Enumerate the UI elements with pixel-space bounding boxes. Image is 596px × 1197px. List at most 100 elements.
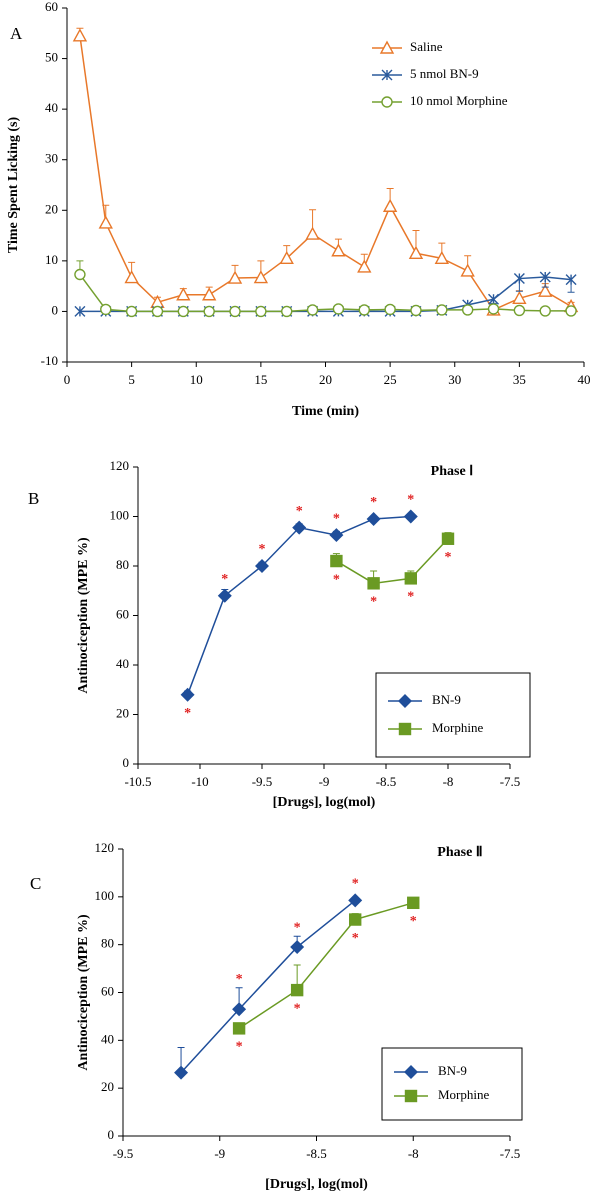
- legend-label: Saline: [410, 39, 443, 54]
- legend-label: Morphine: [438, 1087, 490, 1102]
- significance-mark: *: [407, 590, 414, 605]
- marker: [290, 983, 304, 997]
- marker: [217, 588, 232, 603]
- legend-frame: [375, 672, 531, 758]
- marker: [201, 287, 217, 301]
- marker: [332, 303, 345, 315]
- legend-frame: [381, 1047, 523, 1121]
- marker: [305, 226, 320, 240]
- marker: [176, 287, 191, 301]
- y-tick-label: 40: [116, 656, 129, 671]
- significance-mark: *: [294, 1001, 301, 1016]
- x-tick-label: -10.5: [124, 774, 151, 789]
- marker: [436, 304, 448, 316]
- chart-title: Phase Ⅱ: [437, 845, 482, 860]
- significance-mark: *: [333, 572, 340, 587]
- marker: [367, 577, 380, 590]
- marker: [382, 198, 398, 212]
- y-tick-label: 20: [45, 201, 58, 216]
- legend-marker: [381, 96, 393, 108]
- significance-mark: *: [236, 972, 243, 987]
- y-axis-label: Antinociception (MPE %): [76, 914, 91, 1071]
- significance-mark: *: [352, 877, 359, 892]
- x-axis-label: Time (min): [292, 404, 359, 419]
- marker: [255, 305, 267, 318]
- x-tick-label: -8: [408, 1146, 419, 1161]
- y-tick-label: 80: [116, 557, 129, 572]
- marker: [461, 304, 474, 316]
- significance-mark: *: [370, 495, 377, 510]
- y-tick-label: 60: [116, 606, 129, 621]
- y-tick-label: 100: [110, 507, 130, 522]
- significance-mark: *: [259, 542, 266, 557]
- y-tick-label: 100: [95, 888, 115, 903]
- series-line: [79, 35, 572, 311]
- marker: [487, 303, 500, 315]
- chart-panel: C Phase Ⅱ 0 20 40 60 80 100 120 -9.5 -9 -8.5 -8 -7.5 […: [30, 840, 523, 1192]
- marker: [255, 559, 269, 573]
- significance-mark: *: [296, 504, 303, 519]
- marker: [72, 28, 88, 42]
- panel-label: B: [28, 489, 39, 508]
- marker: [434, 250, 450, 265]
- legend-marker: [404, 1065, 418, 1079]
- x-tick-label: -9.5: [113, 1146, 134, 1161]
- marker: [488, 293, 500, 305]
- x-axis-label: [Drugs], log(mol): [273, 795, 376, 810]
- marker: [538, 283, 553, 297]
- y-tick-label: 20: [116, 705, 129, 720]
- marker: [227, 270, 243, 284]
- marker: [403, 509, 418, 524]
- x-tick-label: 35: [513, 372, 526, 387]
- x-axis-label: [Drugs], log(mol): [265, 1177, 368, 1192]
- y-tick-label: 50: [45, 50, 58, 65]
- x-tick-label: -7.5: [500, 1146, 521, 1161]
- marker: [384, 303, 396, 316]
- x-tick-label: 40: [578, 372, 591, 387]
- legend-label: Morphine: [432, 720, 484, 735]
- x-tick-label: -9.5: [252, 774, 273, 789]
- marker: [441, 532, 455, 545]
- marker: [513, 273, 525, 285]
- chart-panel: B Phase Ⅰ 0 20 40 60 80 100 120 -10.5 -10 -9.5 -9 -8.…: [28, 458, 531, 810]
- marker: [203, 305, 215, 318]
- marker: [404, 572, 417, 585]
- y-axis-label: Antinociception (MPE %): [76, 537, 91, 694]
- x-tick-label: -10: [191, 774, 208, 789]
- marker: [174, 1065, 189, 1080]
- marker: [279, 250, 294, 265]
- y-tick-label: 0: [52, 302, 59, 317]
- y-axis-label: Time Spent Licking (s): [6, 117, 21, 254]
- x-tick-label: -8.5: [306, 1146, 327, 1161]
- marker: [331, 243, 346, 257]
- marker: [349, 913, 362, 926]
- marker: [151, 305, 164, 318]
- chart-title: Phase Ⅰ: [431, 464, 474, 479]
- legend-marker: [379, 40, 395, 54]
- marker: [348, 893, 363, 908]
- y-tick-label: 40: [101, 1031, 114, 1046]
- x-tick-label: -9: [214, 1146, 225, 1161]
- marker: [232, 1002, 247, 1017]
- x-tick-label: 0: [64, 372, 71, 387]
- marker: [281, 305, 293, 318]
- marker: [460, 263, 475, 277]
- series-line: [186, 515, 411, 695]
- marker: [513, 304, 526, 317]
- y-tick-label: 120: [110, 458, 130, 473]
- y-tick-label: 120: [95, 840, 115, 855]
- y-tick-label: 40: [45, 100, 58, 115]
- marker: [292, 520, 307, 535]
- y-tick-label: 60: [101, 983, 114, 998]
- marker: [329, 528, 344, 543]
- y-tick-label: 30: [45, 151, 58, 166]
- chart-panel: A -10 0 10 20 30 40 50 60 0 5 10 15 20 25 30 35 40 Time (m…: [6, 0, 590, 419]
- marker: [229, 305, 241, 318]
- marker: [290, 940, 305, 955]
- y-tick-label: 60: [45, 0, 58, 14]
- marker: [180, 687, 195, 702]
- x-tick-label: 15: [254, 372, 267, 387]
- y-tick-label: 0: [108, 1127, 115, 1142]
- marker: [306, 304, 319, 316]
